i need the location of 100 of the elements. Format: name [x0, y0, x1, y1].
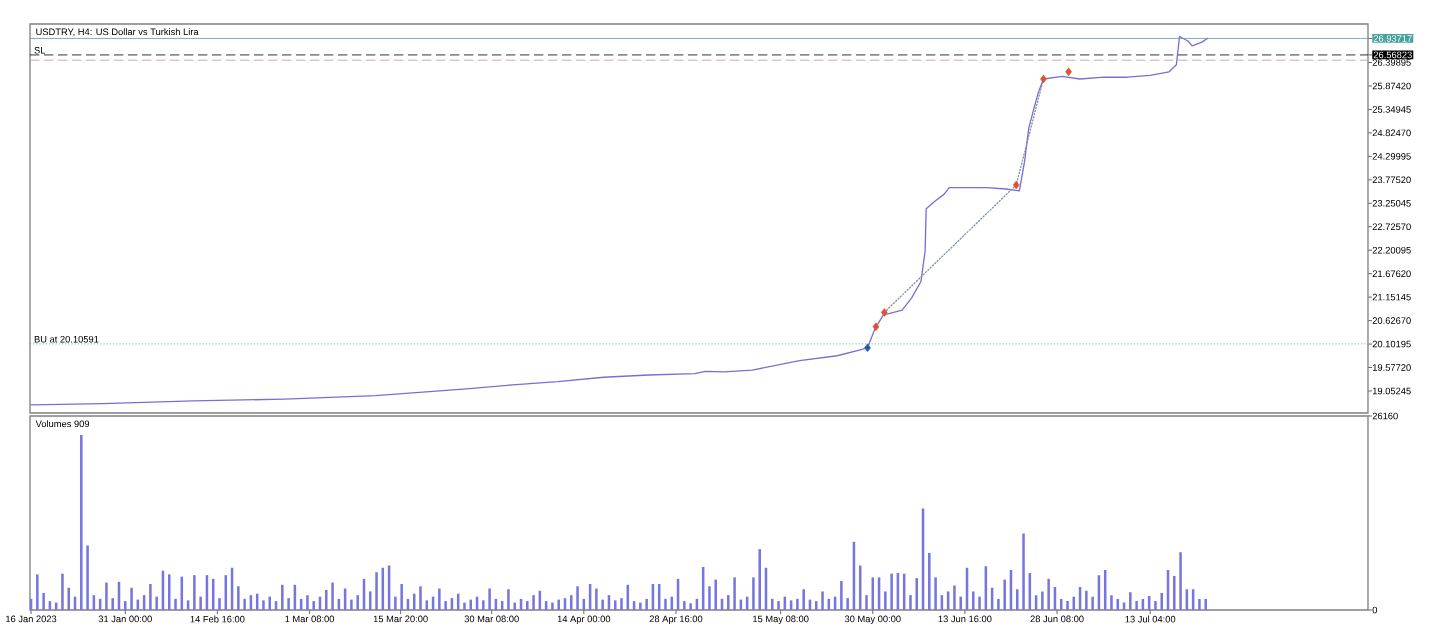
y-tick-label: 23.77520 — [1372, 176, 1411, 184]
x-tick-label: 14 Apr 00:00 — [557, 615, 611, 625]
x-tick-label: 1 Mar 08:00 — [285, 615, 335, 623]
bar — [174, 598, 177, 610]
x-tick-label: 30 Mar 08:00 — [464, 615, 519, 623]
bar — [400, 584, 403, 610]
bar — [218, 598, 221, 610]
bar — [840, 581, 843, 610]
bar — [419, 586, 422, 610]
x-tick-label: 14 Feb 16:00 — [190, 615, 245, 623]
bar — [482, 600, 485, 610]
bar — [42, 592, 45, 610]
point — [1065, 67, 1072, 77]
y-tick-label: 19.05245 — [1372, 387, 1411, 395]
bar — [934, 577, 937, 610]
point — [864, 343, 871, 352]
bar — [368, 591, 372, 610]
bar — [86, 545, 89, 610]
bar — [796, 598, 799, 610]
bar — [1091, 596, 1094, 610]
y-tick-label: 26160 — [1372, 412, 1398, 420]
bar — [513, 602, 516, 610]
bar — [463, 602, 466, 610]
y-tick-label: 23.25045 — [1372, 199, 1411, 207]
bar — [155, 596, 158, 610]
y-tick-label: 0 — [1372, 606, 1378, 614]
bar — [375, 572, 378, 610]
bar — [821, 591, 824, 610]
bar — [438, 588, 441, 610]
y-tick-label: 24.29995 — [1372, 153, 1411, 160]
bar — [532, 595, 535, 610]
bar — [802, 589, 805, 610]
bar — [1047, 578, 1050, 610]
y-tick-label: 21.67620 — [1372, 270, 1411, 277]
bar — [884, 591, 887, 610]
bar — [105, 582, 108, 610]
bar — [124, 601, 127, 610]
bar — [350, 599, 353, 610]
bar — [488, 588, 491, 610]
bar — [777, 601, 780, 610]
y-tick-label: 20.10195 — [1372, 340, 1411, 348]
bar — [683, 601, 686, 610]
bar — [714, 579, 718, 610]
bar — [80, 434, 83, 610]
bar — [268, 596, 272, 610]
bar — [576, 586, 579, 610]
bar — [325, 589, 328, 610]
bar — [67, 587, 70, 610]
bar — [613, 600, 617, 610]
bar — [167, 574, 171, 610]
y-tick-label: 22.20095 — [1372, 246, 1411, 254]
bar — [243, 598, 246, 610]
bar — [331, 582, 334, 610]
bar — [469, 599, 473, 610]
bar — [1198, 598, 1201, 610]
x-tick-label: 16 Jan 2023 — [6, 615, 57, 623]
bar — [909, 595, 912, 610]
bar — [915, 578, 919, 610]
bar — [997, 598, 1000, 610]
bar — [1135, 601, 1138, 610]
bar — [262, 600, 265, 610]
bar — [1041, 591, 1044, 610]
x-tick-label: 28 Jun 08:00 — [1030, 615, 1084, 623]
bar — [1116, 598, 1120, 610]
point — [1012, 180, 1020, 190]
y-tick-label: 25.87420 — [1372, 82, 1411, 90]
bar — [281, 584, 284, 610]
bar — [1022, 533, 1025, 610]
bar — [639, 602, 642, 610]
y-tick-label: 24.82470 — [1372, 129, 1411, 137]
point — [1040, 74, 1047, 84]
bar — [1160, 592, 1163, 610]
bar — [645, 598, 648, 610]
bar — [733, 577, 736, 610]
y-tick-label: 26.39895 — [1372, 59, 1411, 66]
bar — [1066, 601, 1069, 610]
y-tick-label: 21.15145 — [1372, 293, 1411, 301]
y-tick-label: 19.57720 — [1372, 364, 1411, 371]
y-tick-label: 26.93717 — [1373, 35, 1412, 42]
bar — [193, 575, 196, 610]
bar — [507, 589, 510, 610]
y-tick-label: 25.34945 — [1372, 106, 1411, 113]
chart-title: USDTRY, H4: US Dollar vs Turkish Lira — [36, 28, 199, 37]
ref-line-label: BU at 20.10591 — [34, 335, 99, 343]
bar — [978, 596, 981, 610]
x-tick-label: 28 Apr 16:00 — [649, 615, 703, 625]
bar — [771, 598, 774, 610]
bar — [356, 595, 359, 610]
bar — [149, 584, 152, 610]
bar — [551, 602, 554, 610]
bar — [526, 601, 529, 610]
bar — [306, 595, 309, 610]
bar — [1003, 579, 1006, 610]
bar — [1129, 592, 1132, 610]
y-tick-label: 26.56823 — [1373, 51, 1412, 59]
y-tick-label: 20.62670 — [1372, 317, 1411, 324]
ref-line-label: SL — [34, 47, 46, 54]
bar — [727, 595, 730, 610]
bar — [865, 595, 868, 610]
bar — [846, 598, 849, 610]
